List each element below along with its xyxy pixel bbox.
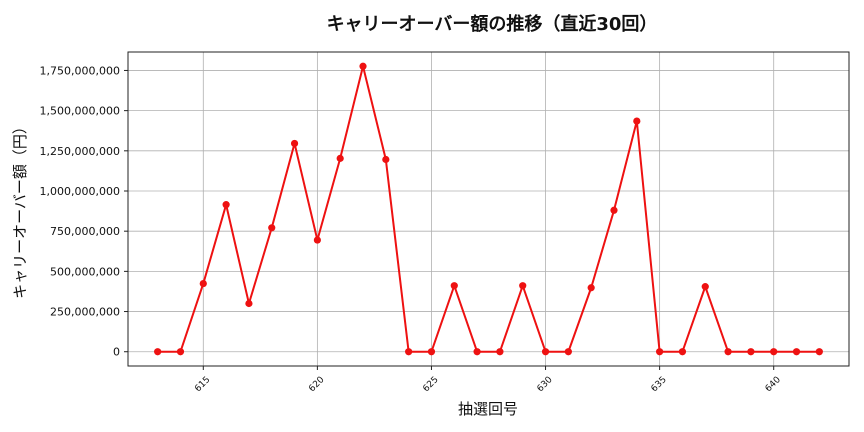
x-axis-title: 抽選回号 xyxy=(458,400,518,418)
y-tick-label: 1,500,000,000 xyxy=(40,105,120,118)
data-point xyxy=(678,348,687,356)
y-tick-label: 1,250,000,000 xyxy=(40,145,120,158)
data-point xyxy=(154,348,162,356)
data-point xyxy=(724,348,732,356)
data-point xyxy=(199,279,207,288)
data-series-layer xyxy=(154,62,823,356)
data-point xyxy=(290,139,299,148)
data-point xyxy=(268,224,276,232)
data-point xyxy=(336,154,344,162)
y-tick-label: 0 xyxy=(113,346,120,359)
data-point xyxy=(313,236,321,244)
y-axis-title: キャリーオーバー額（円） xyxy=(11,119,29,299)
data-point xyxy=(245,299,253,308)
data-point xyxy=(656,348,664,356)
grid-lines xyxy=(128,52,849,366)
data-point xyxy=(815,348,823,356)
data-point xyxy=(176,348,185,356)
data-point xyxy=(610,206,618,214)
data-point xyxy=(427,348,436,356)
y-tick-label: 1,750,000,000 xyxy=(40,64,120,77)
data-point xyxy=(541,348,550,356)
plot-frame xyxy=(127,51,850,367)
data-point xyxy=(222,201,230,209)
data-point xyxy=(359,62,367,70)
data-point xyxy=(382,155,390,164)
data-point xyxy=(701,283,709,291)
y-tick-label: 250,000,000 xyxy=(50,306,120,319)
chart-title: キャリーオーバー額の推移（直近30回） xyxy=(327,13,658,35)
series-line xyxy=(157,65,820,353)
data-point xyxy=(633,117,641,125)
y-tick-label: 1,000,000,000 xyxy=(40,185,120,198)
data-point xyxy=(450,282,458,290)
data-point xyxy=(587,284,595,292)
data-point xyxy=(770,348,778,356)
data-point xyxy=(519,282,527,290)
data-point xyxy=(496,348,504,356)
data-point xyxy=(747,348,755,356)
data-point xyxy=(792,348,801,356)
data-point xyxy=(405,348,413,356)
y-axis-ticks: 0 250,000,000 500,000,000 750,000,000 1,000,… xyxy=(40,64,128,359)
data-point xyxy=(473,348,481,356)
y-tick-label: 750,000,000 xyxy=(50,225,120,238)
data-point xyxy=(564,348,572,356)
y-tick-label: 500,000,000 xyxy=(50,265,120,278)
